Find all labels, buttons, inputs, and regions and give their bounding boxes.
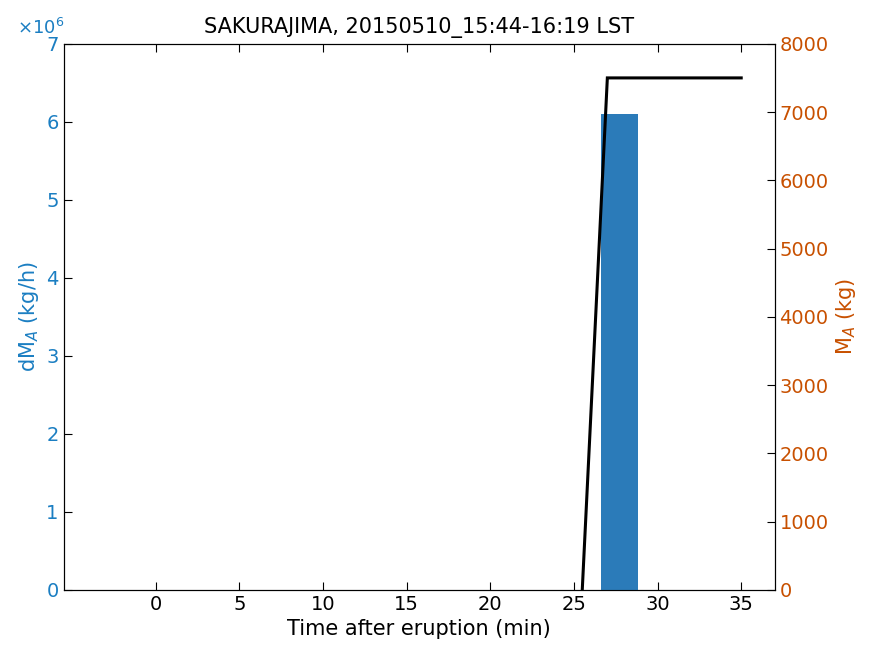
Text: $\times$10$^6$: $\times$10$^6$ — [18, 18, 65, 38]
X-axis label: Time after eruption (min): Time after eruption (min) — [287, 619, 551, 640]
Y-axis label: M$_A$ (kg): M$_A$ (kg) — [835, 278, 858, 356]
Bar — [601, 114, 638, 590]
Title: SAKURAJIMA, 20150510_15:44-16:19 LST: SAKURAJIMA, 20150510_15:44-16:19 LST — [204, 16, 634, 37]
Y-axis label: dM$_A$ (kg/h): dM$_A$ (kg/h) — [17, 262, 40, 372]
